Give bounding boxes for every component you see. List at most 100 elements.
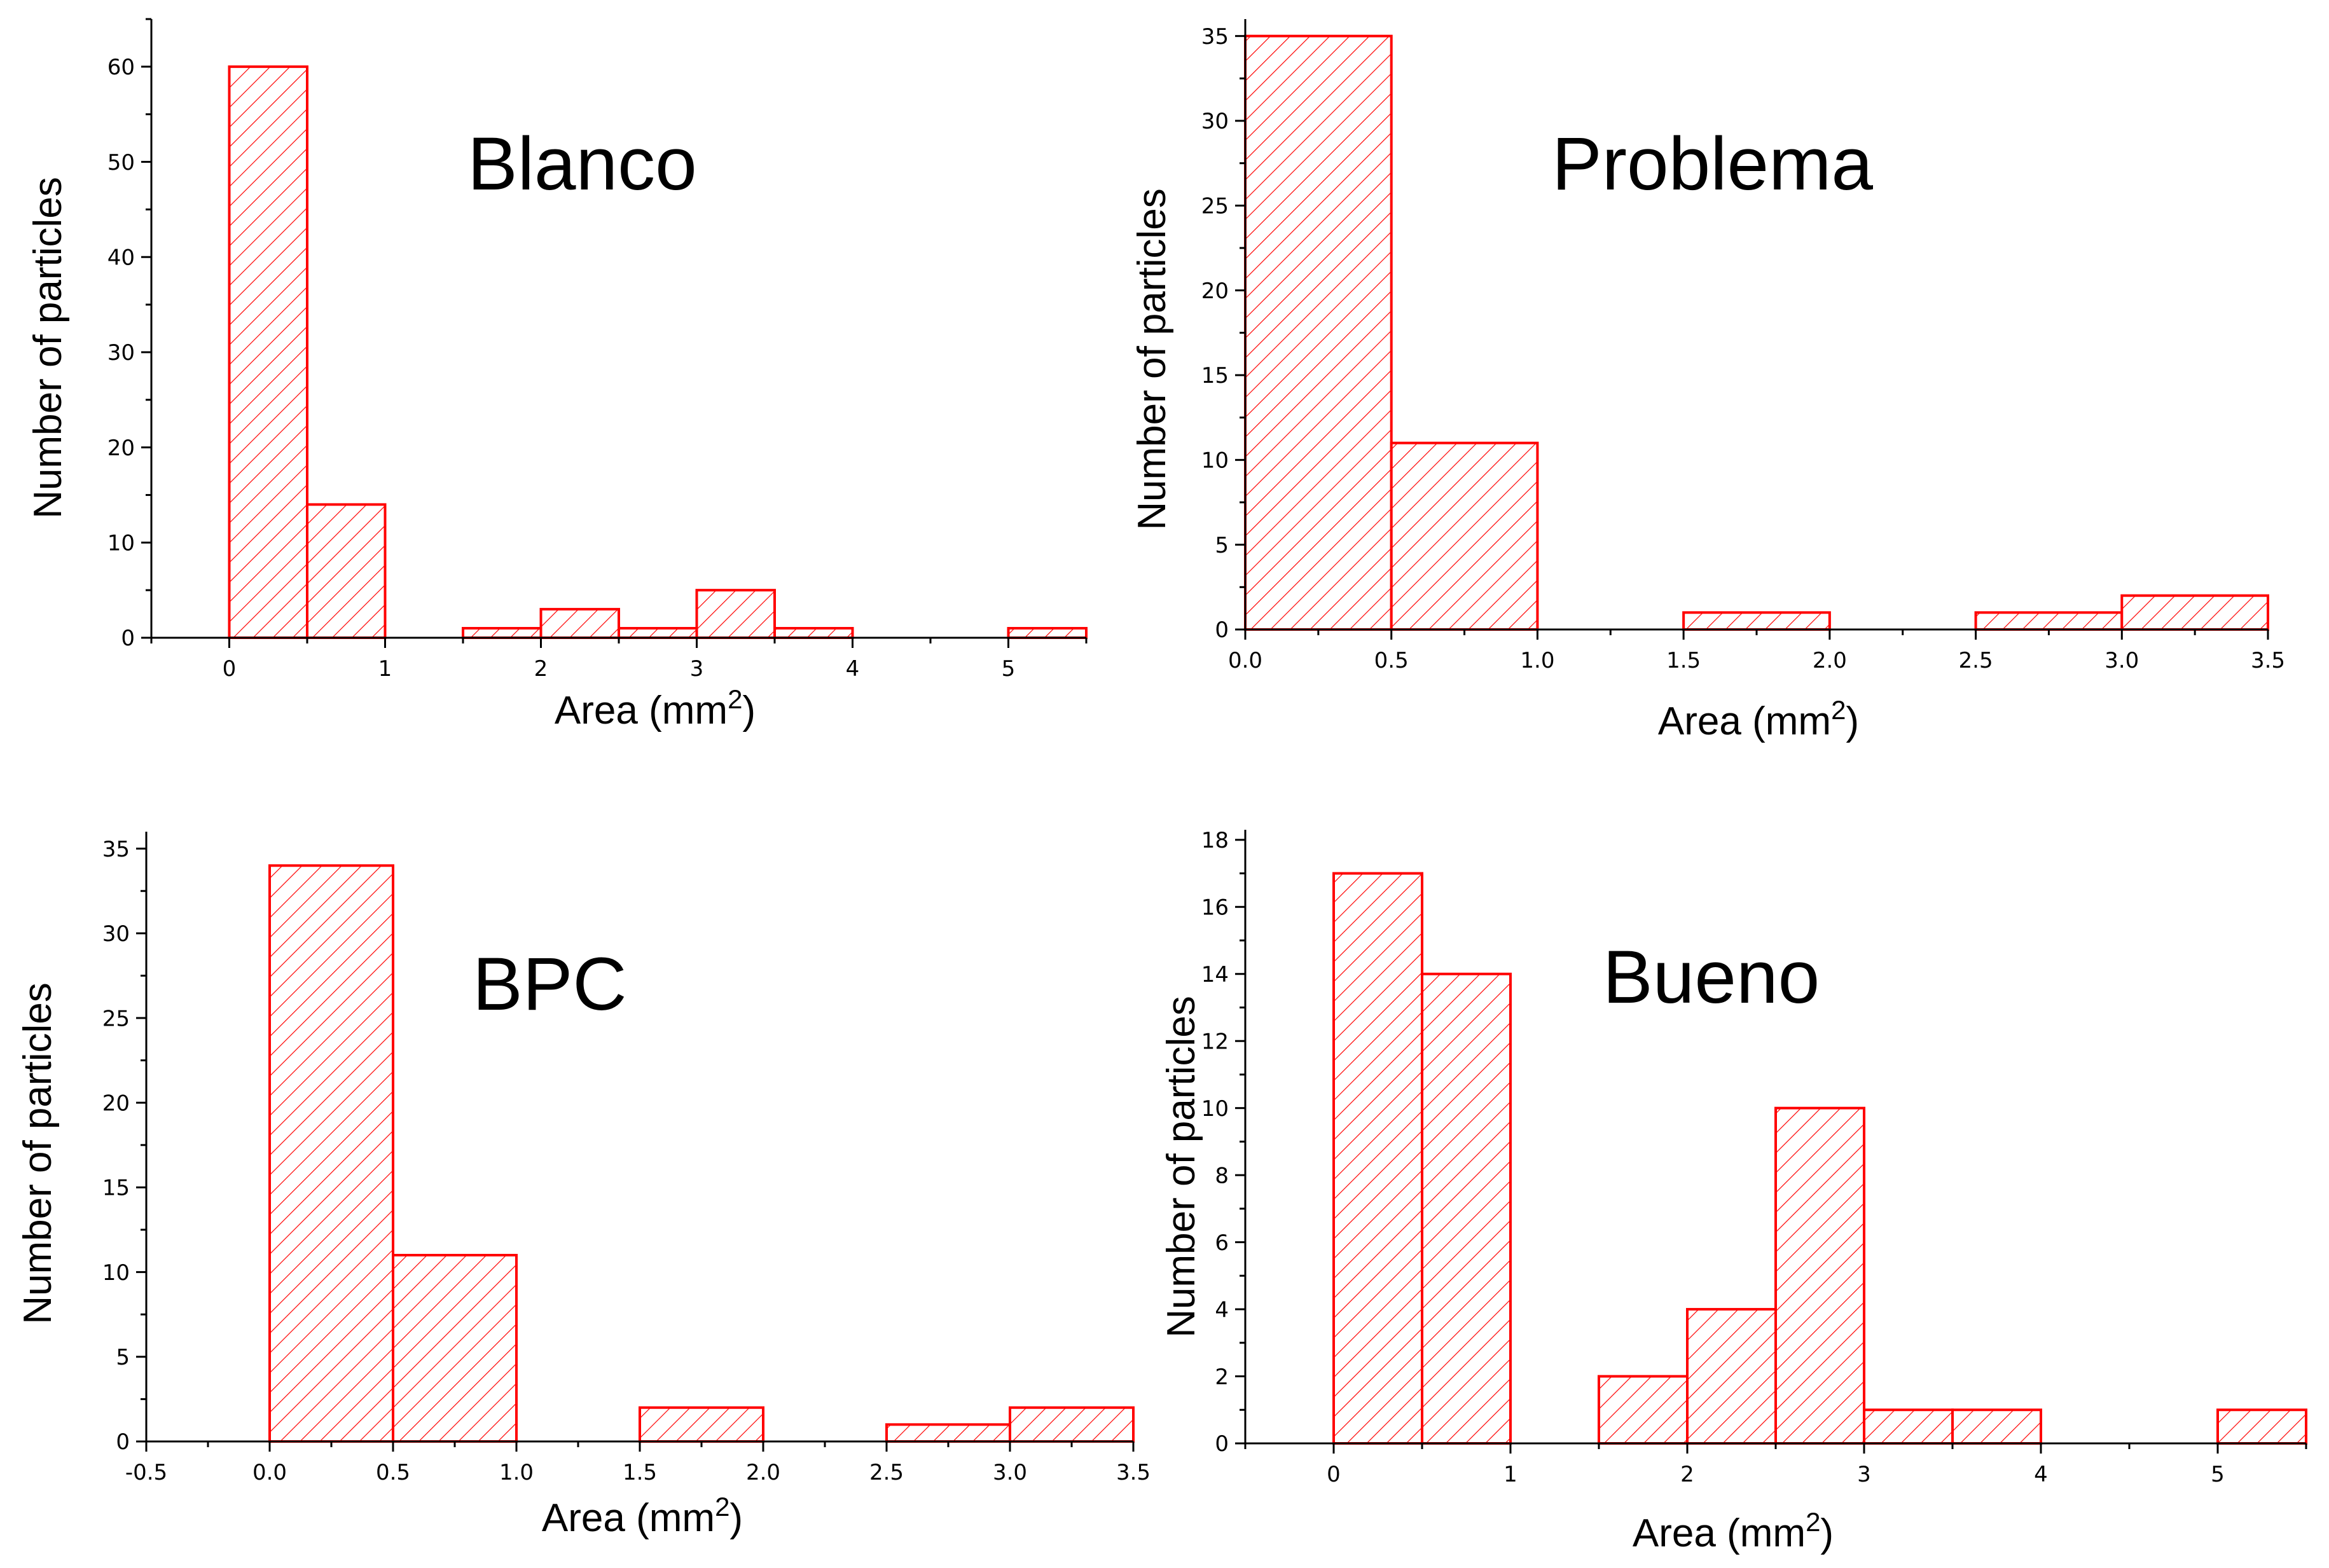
y-axis-label: Number of particles — [1159, 996, 1203, 1338]
y-tick-label: 25 — [102, 1006, 130, 1031]
y-tick-label: 10 — [107, 531, 135, 556]
histogram-bar — [1951, 1408, 2042, 1445]
chart-title: Bueno — [1603, 935, 1820, 1019]
y-tick-label: 0 — [116, 1429, 130, 1455]
y-tick-label: 35 — [102, 837, 130, 862]
histogram-bar — [1974, 611, 2124, 631]
y-tick-label: 20 — [1201, 279, 1229, 304]
x-tick-label: 3 — [690, 656, 704, 682]
histogram-bar — [695, 589, 776, 640]
histogram-bar — [2120, 594, 2269, 631]
histogram-bar — [2216, 1408, 2307, 1445]
histogram-bar — [392, 1253, 518, 1443]
x-axis-label-text: Area (mm — [555, 689, 728, 732]
x-tick-label: 1.5 — [1666, 648, 1701, 673]
histogram-bar — [618, 627, 698, 639]
x-tick-label: 5 — [2211, 1462, 2225, 1487]
histogram-bar — [1332, 872, 1423, 1445]
y-tick-label: 50 — [107, 150, 135, 175]
x-tick-label: 0.5 — [1374, 648, 1409, 673]
histogram-bar — [1863, 1408, 1954, 1445]
x-tick-label: 0 — [1327, 1462, 1341, 1487]
x-axis-label-close: ) — [729, 1496, 743, 1540]
x-tick-label: 3.0 — [993, 1460, 1027, 1485]
x-tick-label: 3.0 — [2104, 648, 2139, 673]
y-tick-label: 40 — [107, 245, 135, 270]
chart-title: Blanco — [467, 122, 697, 206]
x-tick-label: 4 — [2034, 1462, 2048, 1487]
x-axis-label-superscript: 2 — [1831, 695, 1846, 725]
histogram-bar — [1421, 972, 1512, 1445]
histogram-bar — [539, 608, 620, 639]
y-tick-label: 10 — [1201, 448, 1229, 474]
x-tick-label: 0.0 — [252, 1460, 287, 1485]
x-tick-label: 0.5 — [376, 1460, 410, 1485]
x-tick-label: 3.5 — [1116, 1460, 1151, 1485]
x-tick-label: 3 — [1857, 1462, 1871, 1487]
y-tick-label: 35 — [1201, 24, 1229, 50]
histogram-bar — [639, 1406, 764, 1443]
chart-panel-problema: Problema 0 5 10 15 20 25 30 35 0.0 0.5 1.0 1.5 2.0 2.… — [1130, 19, 2285, 743]
histogram-bar — [228, 65, 308, 640]
y-tick-label: 5 — [116, 1345, 130, 1370]
x-tick-label: 0.0 — [1228, 648, 1262, 673]
x-tick-label: 2.0 — [1813, 648, 1847, 673]
x-axis-label-superscript: 2 — [1806, 1507, 1820, 1537]
x-axis-label-superscript: 2 — [715, 1492, 729, 1522]
x-tick-label: 1.0 — [499, 1460, 534, 1485]
histogram-bar — [268, 864, 394, 1443]
histogram-bar — [306, 503, 387, 640]
x-axis-label: Area (mm2) — [1633, 1507, 1834, 1555]
chart-panel-bpc: BPC 0 5 10 15 20 25 30 35 -0.5 0.0 0.5 1.0 1.5 2.0 2.5… — [16, 832, 1151, 1540]
y-tick-label: 20 — [102, 1090, 130, 1116]
histogram-bar — [885, 1423, 1011, 1443]
plot-area: 0 10 20 30 40 50 60 0 1 2 3 4 5 — [107, 18, 1088, 682]
x-tick-label: 5 — [1002, 656, 1016, 682]
y-tick-label: 20 — [107, 436, 135, 461]
x-axis-label: Area (mm2) — [555, 684, 756, 732]
y-tick-label: 30 — [102, 921, 130, 947]
y-tick-label: 0 — [1215, 1431, 1229, 1457]
x-tick-label: 3.5 — [2251, 648, 2285, 673]
histogram-bar — [1007, 627, 1088, 639]
x-tick-label: -0.5 — [125, 1460, 167, 1485]
x-axis-label-text: Area (mm — [1633, 1511, 1806, 1555]
x-tick-label: 2.5 — [1959, 648, 1993, 673]
y-tick-label: 30 — [1201, 109, 1229, 134]
y-tick-label: 4 — [1215, 1297, 1229, 1323]
y-tick-label: 0 — [1215, 617, 1229, 643]
y-tick-label: 18 — [1201, 828, 1229, 853]
y-tick-label: 10 — [102, 1260, 130, 1286]
x-tick-label: 1 — [1503, 1462, 1517, 1487]
x-tick-label: 2.0 — [746, 1460, 780, 1485]
x-axis-label-text: Area (mm — [542, 1496, 715, 1540]
x-tick-label: 1.5 — [623, 1460, 657, 1485]
y-tick-label: 8 — [1215, 1163, 1229, 1188]
histogram-bar — [1244, 34, 1393, 631]
x-axis-label-text: Area (mm — [1658, 699, 1831, 743]
y-tick-label: 5 — [1215, 533, 1229, 558]
y-tick-label: 15 — [1201, 363, 1229, 389]
y-tick-label: 6 — [1215, 1230, 1229, 1256]
y-tick-label: 15 — [102, 1176, 130, 1201]
y-axis-label: Number of particles — [26, 177, 70, 519]
y-tick-label: 60 — [107, 55, 135, 80]
y-tick-label: 10 — [1201, 1096, 1229, 1122]
x-tick-label: 0 — [223, 656, 237, 682]
plot-area: 0 5 10 15 20 25 30 35 -0.5 0.0 0.5 1.0 1.5 2.0 2.5 3.0 3… — [102, 832, 1151, 1485]
x-axis-label-close: ) — [742, 689, 756, 732]
histogram-bar — [1009, 1406, 1135, 1443]
y-tick-label: 14 — [1201, 962, 1229, 987]
histogram-bar — [773, 627, 854, 639]
x-tick-label: 4 — [846, 656, 860, 682]
y-tick-label: 16 — [1201, 895, 1229, 921]
histogram-bar — [1390, 441, 1539, 631]
x-tick-label: 2 — [1680, 1462, 1694, 1487]
y-tick-label: 2 — [1215, 1365, 1229, 1390]
histogram-bar — [1682, 611, 1831, 631]
y-axis-label: Number of particles — [16, 982, 60, 1324]
x-axis-label: Area (mm2) — [1658, 695, 1859, 743]
